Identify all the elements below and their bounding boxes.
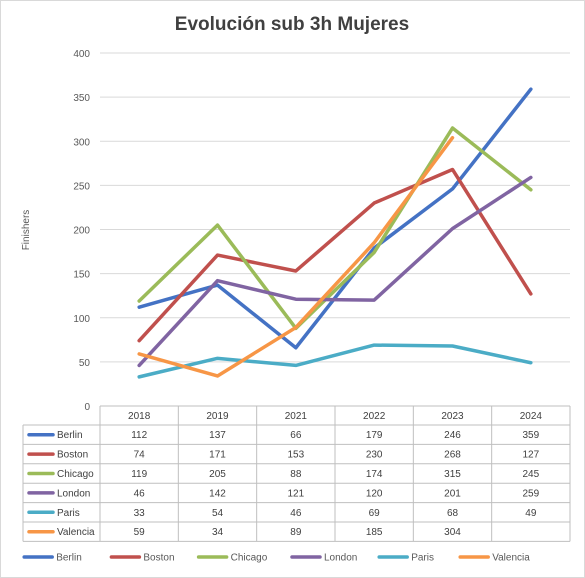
y-tick-label: 0: [84, 402, 90, 413]
table-cell-value: 171: [209, 450, 226, 461]
table-cell-value: 315: [444, 469, 461, 480]
legend-label: Paris: [411, 553, 434, 564]
x-tick-label: 2024: [520, 411, 543, 422]
y-tick-label: 400: [73, 49, 90, 60]
table-cell-value: 268: [444, 450, 461, 461]
table-cell-value: 245: [522, 469, 539, 480]
table-cell-value: 54: [212, 508, 224, 519]
x-tick-label: 2022: [363, 411, 386, 422]
x-tick-label: 2018: [128, 411, 151, 422]
table-cell-value: 127: [522, 450, 539, 461]
table-cell-value: 205: [209, 469, 226, 480]
chart-title: Evolución sub 3h Mujeres: [175, 14, 409, 35]
series-line: [137, 167, 533, 343]
y-tick-label: 300: [73, 137, 90, 148]
y-axis-label: Finishers: [21, 210, 32, 251]
table-cell-value: 49: [525, 508, 537, 519]
y-axis-ticks: 0 50 100 150 200 250 300 350 400: [73, 49, 90, 413]
table-cell-value: 120: [366, 488, 383, 499]
table-cell-value: 33: [134, 508, 146, 519]
x-tick-label: 2021: [285, 411, 308, 422]
legend-label: London: [324, 553, 357, 564]
table-cell-value: 112: [131, 430, 147, 441]
y-tick-label: 150: [73, 270, 90, 281]
table-cell-value: 174: [366, 469, 383, 480]
y-tick-label: 250: [73, 181, 90, 192]
table-series-name: Paris: [57, 508, 80, 519]
series-line: [137, 135, 455, 378]
table-series-name: Boston: [57, 450, 88, 461]
table-cell-value: 34: [212, 527, 224, 538]
legend-label: Boston: [143, 553, 174, 564]
x-tick-label: 2023: [441, 411, 464, 422]
table-cell-value: 88: [290, 469, 302, 480]
table-series-name: Chicago: [57, 469, 94, 480]
series-lines: [137, 87, 533, 379]
table-cell-value: 46: [134, 488, 146, 499]
table-cell-value: 46: [290, 508, 302, 519]
series-line: [137, 87, 533, 350]
series-line: [137, 343, 533, 379]
table-cell-value: 121: [287, 488, 304, 499]
table-cell-value: 179: [366, 430, 383, 441]
table-cell-value: 201: [444, 488, 461, 499]
table-cell-value: 74: [134, 450, 146, 461]
y-tick-label: 350: [73, 93, 90, 104]
table-cell-value: 66: [290, 430, 302, 441]
table-series-name: London: [57, 488, 90, 499]
table-cell-value: 59: [134, 527, 146, 538]
table-series-name: Valencia: [57, 527, 95, 538]
table-cell-value: 137: [209, 430, 226, 441]
table-cell-value: 153: [287, 450, 304, 461]
table-cell-value: 230: [366, 450, 383, 461]
table-cell-value: 304: [444, 527, 461, 538]
y-tick-label: 100: [73, 314, 90, 325]
table-series-name: Berlin: [57, 430, 83, 441]
table-cell-value: 359: [522, 430, 539, 441]
table-cell-value: 246: [444, 430, 461, 441]
data-table: 2018 2019 2021 2022 2023 2024 Berlin 112 137 66 17…: [22, 405, 571, 542]
table-cell-value: 259: [522, 488, 539, 499]
table-cell-value: 185: [366, 527, 383, 538]
table-cell-value: 69: [369, 508, 381, 519]
y-tick-label: 50: [79, 358, 91, 369]
table-cell-value: 119: [131, 469, 147, 480]
legend-label: Chicago: [231, 553, 268, 564]
table-cell-value: 68: [447, 508, 459, 519]
table-cell-value: 142: [209, 488, 226, 499]
y-tick-label: 200: [73, 226, 90, 237]
gridlines: [100, 52, 570, 407]
table-cell-value: 89: [290, 527, 302, 538]
legend: Berlin Boston Chicago London Paris Valencia: [22, 553, 530, 564]
series-line: [137, 126, 533, 331]
legend-label: Berlin: [56, 553, 82, 564]
x-tick-label: 2019: [206, 411, 229, 422]
legend-label: Valencia: [492, 553, 530, 564]
series-line: [137, 175, 533, 368]
